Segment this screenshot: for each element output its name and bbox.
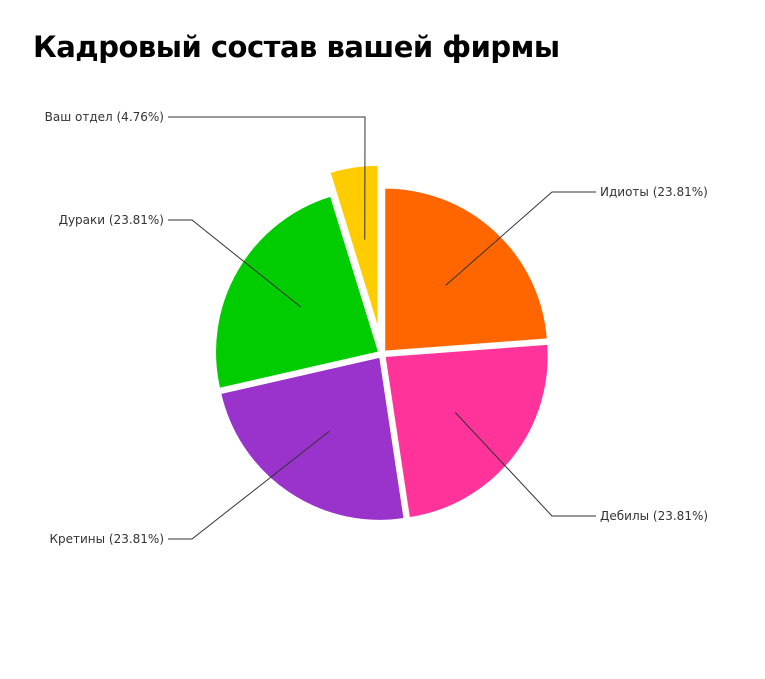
leader-line [454,412,596,517]
slice-label: Дебилы (23.81%) [600,509,708,523]
slice-label: Ваш отдел (4.76%) [45,110,164,124]
pie-slice [215,195,380,389]
slice-label: Дураки (23.81%) [59,213,164,227]
pie-slice [220,356,405,521]
slice-label: Кретины (23.81%) [49,532,164,546]
pie-slice [384,343,549,519]
leader-line [445,191,596,286]
leader-line [168,430,330,540]
pie-slice [329,164,379,329]
leader-line [168,219,302,308]
chart-title: Кадровый состав вашей фирмы [33,30,560,64]
leader-line [168,116,366,240]
slice-label: Идиоты (23.81%) [600,185,708,199]
pie-slice [384,187,548,352]
